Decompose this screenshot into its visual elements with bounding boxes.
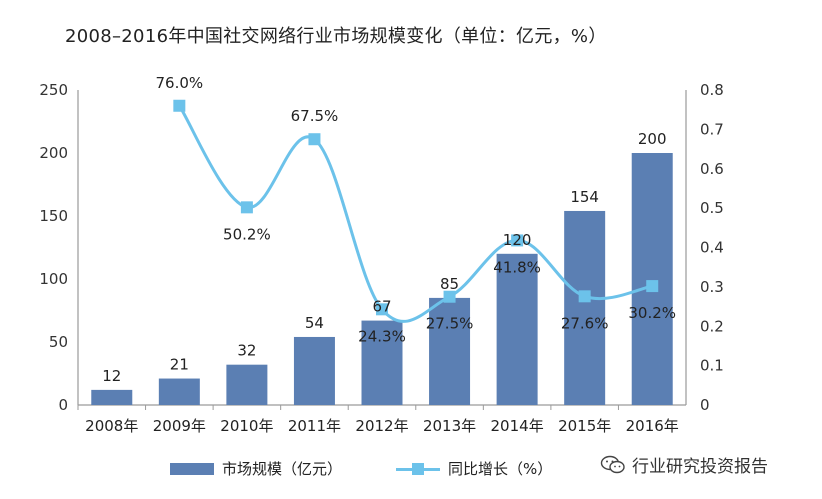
growth-marker [511,234,524,247]
legend-item-line: 同比增长（%） [396,458,552,479]
bar-data-label: 120 [503,231,532,249]
bar [564,210,606,405]
chart-title: 2008–2016年中国社交网络行业市场规模变化（单位：亿元，%） [65,26,607,47]
bar [496,253,538,405]
growth-data-label: 27.5% [426,315,474,333]
x-tick-label: 2014年 [491,417,544,435]
bar-data-label: 154 [570,188,599,206]
bars-layer [91,153,673,405]
growth-marker [376,303,388,316]
bar [91,389,133,405]
growth-data-label: 50.2% [223,225,271,243]
y-right-tick-label: 0.8 [700,81,724,99]
growth-marker [646,280,659,293]
y-right-tick-label: 0 [700,396,710,414]
x-tick-label: 2011年 [288,417,341,435]
bar-data-label: 67 [372,298,391,316]
growth-marker [578,290,591,303]
bar [226,364,268,405]
y-left-tick-label: 250 [39,81,68,99]
bar-data-label: 21 [170,356,189,374]
bar [429,297,471,405]
y-right-tick-label: 0.7 [700,120,724,138]
growth-data-label: 27.6% [561,314,609,332]
bar [361,320,403,405]
bar [158,378,200,405]
labels-layer: 12 21 32 54 67 85 120 154 200 76.0% 50.2% 67.5% 24.3… [102,74,676,385]
x-tick-label: 2013年 [423,417,476,435]
x-tick-label: 2010年 [220,417,273,435]
x-tick-label: 2016年 [626,417,679,435]
x-tick-label: 2015年 [558,417,611,435]
bar [293,336,335,405]
y-left-tick-label: 50 [49,333,68,351]
legend-bar-label: 市场规模（亿元） [222,460,343,478]
x-tick-label: 2012年 [355,417,408,435]
y-right-tick-label: 0.5 [700,199,724,217]
watermark-text: 行业研究投资报告 [632,457,768,477]
growth-data-label: 41.8% [493,258,541,276]
growth-marker [240,201,253,214]
growth-marker [173,99,186,112]
growth-marker [308,133,321,146]
legend-bar-swatch [170,462,214,475]
y-left-tick-label: 200 [39,144,68,162]
axes-layer: 0 50 100 150 200 250 0 0.1 0.2 0.3 0.4 0.5 0.6 0.7 0.8… [39,81,724,435]
y-left-tick-label: 100 [39,270,68,288]
growth-data-label: 67.5% [291,107,339,125]
bar-data-label: 200 [638,130,667,148]
bar-data-label: 12 [102,367,121,385]
legend-item-bar: 市场规模（亿元） [170,458,342,479]
y-right-tick-label: 0.4 [700,239,724,257]
y-right-tick-label: 0.2 [700,317,724,335]
bar-data-label: 32 [237,342,256,360]
y-left-tick-label: 0 [58,396,68,414]
growth-data-label: 24.3% [358,327,406,345]
bar-data-label: 85 [440,275,459,293]
y-left-tick-label: 150 [39,207,68,225]
legend-line-label: 同比增长（%） [448,460,553,478]
bar [631,153,673,405]
growth-data-label: 76.0% [156,74,204,92]
y-right-tick-label: 0.1 [700,357,724,375]
x-tick-label: 2008年 [85,417,138,435]
growth-marker [443,290,456,303]
watermark: 行业研究投资报告 [600,452,768,477]
legend-line-swatch [396,462,440,476]
y-right-tick-label: 0.3 [700,278,724,296]
y-right-tick-label: 0.6 [700,160,724,178]
line-layer [173,99,659,323]
growth-data-label: 30.2% [628,304,676,322]
x-tick-label: 2009年 [153,417,206,435]
bar-data-label: 54 [305,314,324,332]
wechat-icon [600,455,625,473]
